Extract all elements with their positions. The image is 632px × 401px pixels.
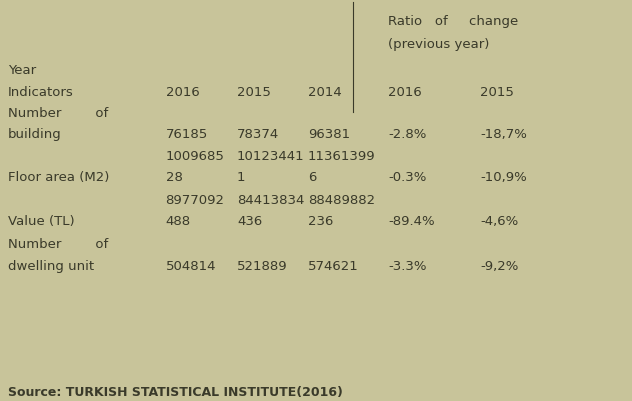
Text: 6: 6: [308, 171, 316, 184]
Text: -0.3%: -0.3%: [388, 171, 427, 184]
Text: -3.3%: -3.3%: [388, 260, 427, 273]
Text: Value (TL): Value (TL): [8, 215, 74, 228]
Text: 8977092: 8977092: [166, 194, 224, 207]
Text: 2015: 2015: [237, 86, 271, 99]
Text: 236: 236: [308, 215, 333, 228]
Text: -2.8%: -2.8%: [388, 128, 427, 141]
Text: 10123441: 10123441: [237, 150, 305, 162]
Text: Year: Year: [8, 64, 36, 77]
Text: building: building: [8, 128, 61, 141]
Text: -18,7%: -18,7%: [480, 128, 527, 141]
Text: (previous year): (previous year): [388, 38, 489, 51]
Text: -9,2%: -9,2%: [480, 260, 519, 273]
Text: 28: 28: [166, 171, 183, 184]
Text: 96381: 96381: [308, 128, 350, 141]
Text: 1009685: 1009685: [166, 150, 224, 162]
Text: 2016: 2016: [166, 86, 199, 99]
Text: 2014: 2014: [308, 86, 341, 99]
Text: dwelling unit: dwelling unit: [8, 260, 94, 273]
Text: 488: 488: [166, 215, 191, 228]
Text: 1: 1: [237, 171, 245, 184]
Text: 11361399: 11361399: [308, 150, 375, 162]
Text: Floor area (M2): Floor area (M2): [8, 171, 109, 184]
Text: Number        of: Number of: [8, 107, 108, 120]
Text: Number        of: Number of: [8, 238, 108, 251]
Text: 76185: 76185: [166, 128, 208, 141]
Text: -4,6%: -4,6%: [480, 215, 519, 228]
Text: 2016: 2016: [388, 86, 422, 99]
Text: Indicators: Indicators: [8, 86, 73, 99]
Text: Source: TURKISH STATISTICAL INSTITUTE(2016): Source: TURKISH STATISTICAL INSTITUTE(20…: [8, 386, 343, 399]
Text: 84413834: 84413834: [237, 194, 305, 207]
Text: -10,9%: -10,9%: [480, 171, 527, 184]
Text: 78374: 78374: [237, 128, 279, 141]
Text: 574621: 574621: [308, 260, 358, 273]
Text: 504814: 504814: [166, 260, 216, 273]
Text: Ratio   of     change: Ratio of change: [388, 15, 518, 28]
Text: 436: 436: [237, 215, 262, 228]
Text: 2015: 2015: [480, 86, 514, 99]
Text: -89.4%: -89.4%: [388, 215, 435, 228]
Text: 521889: 521889: [237, 260, 288, 273]
Text: 88489882: 88489882: [308, 194, 375, 207]
